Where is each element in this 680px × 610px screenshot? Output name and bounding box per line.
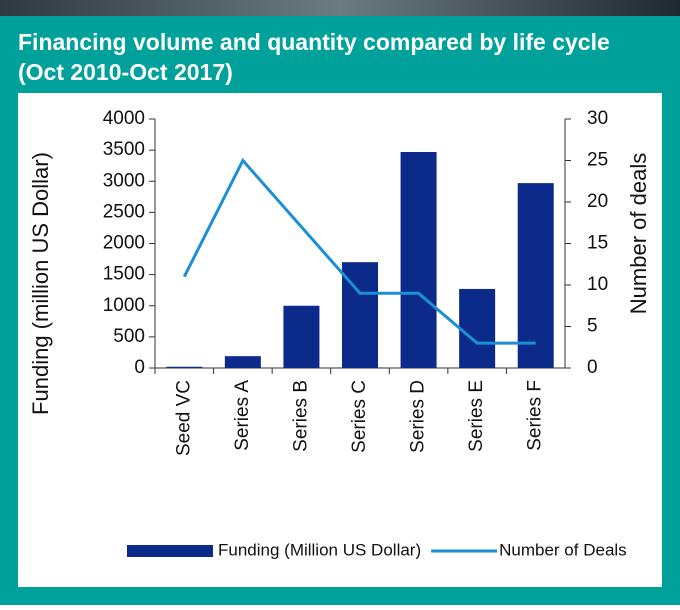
y2-tick-label: 25 (587, 150, 608, 171)
photo-strip (0, 0, 680, 16)
y-tick-label: 0 (134, 357, 145, 378)
x-tick-label: Series A (232, 380, 253, 451)
bar (283, 305, 320, 368)
y2-tick-label: 10 (587, 274, 608, 295)
y-tick-label: 4000 (103, 108, 145, 129)
line (182, 157, 536, 345)
x-tick-label: Series D (408, 380, 429, 453)
chart-title: Financing volume and quantity compared b… (18, 29, 610, 85)
x-tick-label: Series F (525, 380, 546, 451)
legend-label: Funding (Million US Dollar) (218, 540, 421, 559)
y-tick-label: 3000 (103, 170, 145, 191)
panel (18, 93, 662, 587)
x-tick-label: Series B (290, 380, 311, 452)
bar (459, 288, 496, 368)
y-tick-label: 1500 (103, 264, 145, 285)
x-tick-label: Series C (349, 380, 370, 453)
bar (166, 366, 203, 368)
y2-tick-label: 0 (587, 357, 598, 378)
y2-tick-label: 30 (587, 108, 608, 129)
bar (400, 151, 437, 368)
legend-label: Number of Deals (499, 540, 627, 559)
y-tick-label: 500 (113, 326, 145, 347)
y-tick-label: 2500 (103, 201, 145, 222)
y-tick-label: 2000 (103, 233, 145, 254)
y-axis-label: Funding (million US Dollar) (28, 152, 53, 415)
x-tick-label: Series E (466, 380, 487, 452)
y-tick-label: 3500 (103, 139, 145, 160)
bar (517, 183, 554, 368)
y2-tick-label: 5 (587, 316, 598, 337)
bar (224, 356, 261, 368)
y2-tick-label: 15 (587, 233, 608, 254)
y2-axis-label: Number of deals (626, 153, 651, 314)
y-tick-label: 1000 (103, 295, 145, 316)
y2-tick-label: 20 (587, 191, 608, 212)
x-tick-label: Seed VC (173, 380, 194, 456)
legend-swatch (127, 545, 213, 557)
